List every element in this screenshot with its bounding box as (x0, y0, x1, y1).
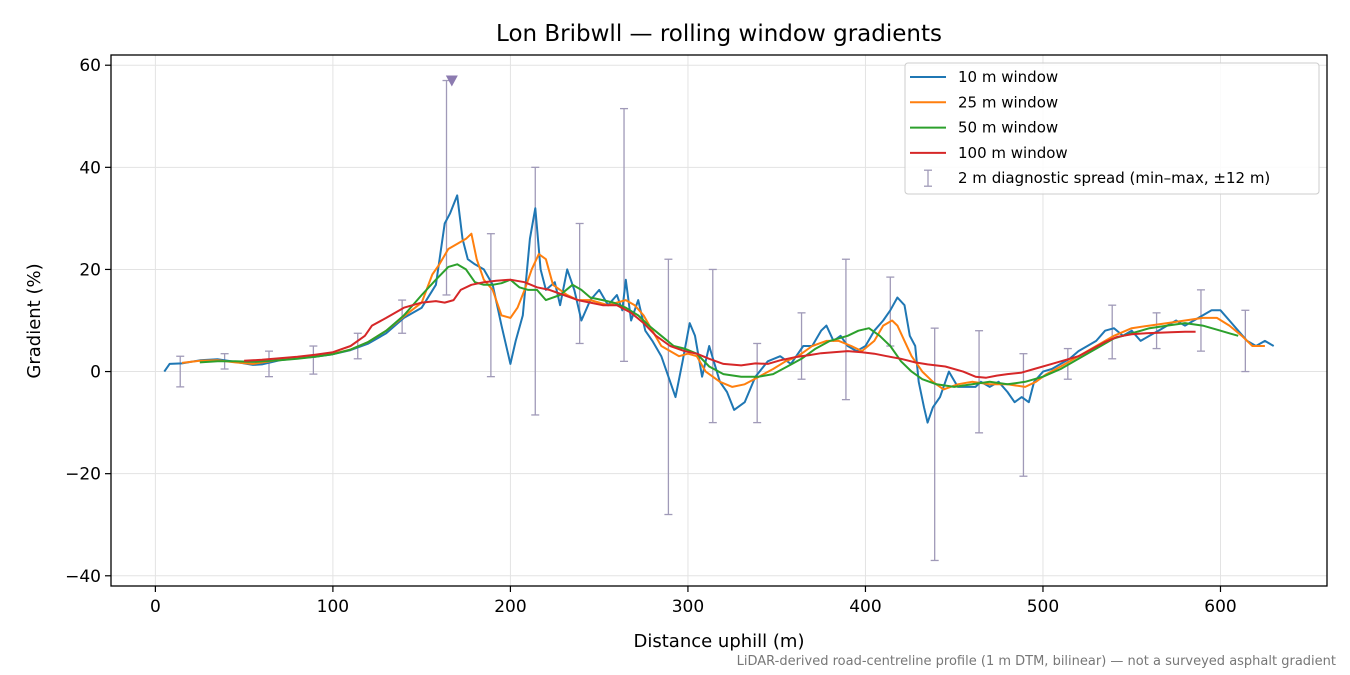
spread-bar (753, 342, 762, 424)
spread-bar (264, 350, 273, 378)
y-tick-label: −40 (65, 567, 101, 587)
legend-label: 10 m window (958, 68, 1058, 86)
x-tick-label: 200 (494, 597, 526, 617)
spread-bar (1196, 289, 1205, 352)
y-axis-ticks: −40 −20 0 20 40 60 (65, 56, 111, 587)
series-lines (163, 194, 1275, 424)
spread-bar (1241, 309, 1250, 373)
y-axis-label: Gradient (%) (24, 263, 45, 378)
chart-title: Lon Bribwll — rolling window gradients (496, 21, 942, 47)
spread-bar (797, 312, 806, 380)
peak-marker-triangle (445, 75, 458, 87)
x-tick-label: 600 (1204, 597, 1236, 617)
legend-label: 25 m window (958, 93, 1058, 111)
x-axis-label: Distance uphill (m) (634, 631, 805, 652)
series-line-3 (199, 263, 1239, 388)
y-tick-label: 0 (90, 363, 101, 383)
spread-bar (930, 327, 939, 562)
legend-label: 2 m diagnostic spread (min–max, ±12 m) (958, 169, 1270, 187)
x-tick-label: 0 (150, 597, 161, 617)
legend: 10 m window 25 m window 50 m window 100 m w… (904, 62, 1320, 195)
x-tick-label: 300 (672, 597, 704, 617)
x-tick-label: 500 (1027, 597, 1059, 617)
series-line-2 (181, 232, 1265, 391)
y-tick-label: −20 (65, 465, 101, 485)
spread-bar (841, 258, 850, 401)
footnote: LiDAR-derived road-centreline profile (1… (737, 654, 1336, 669)
spread-bar (975, 330, 984, 434)
spread-bar (1108, 304, 1117, 360)
spread-bar (486, 233, 495, 378)
y-tick-label: 40 (79, 158, 101, 178)
spread-bars (176, 79, 1250, 562)
series-line-4 (244, 278, 1196, 379)
spread-bar (575, 222, 584, 345)
spread-bar (176, 355, 185, 388)
y-tick-label: 20 (79, 260, 101, 280)
spread-bar (620, 107, 629, 362)
series-line-1 (163, 194, 1275, 424)
x-axis-ticks: 0 100 200 300 400 500 600 (150, 586, 1237, 617)
y-tick-label: 60 (79, 56, 101, 76)
x-tick-label: 100 (317, 597, 349, 617)
spread-bar (309, 345, 318, 375)
spread-bar (1019, 353, 1028, 477)
legend-box (904, 62, 1320, 195)
peak-marker (445, 75, 458, 87)
legend-swatch (924, 169, 932, 187)
legend-label: 100 m window (958, 144, 1068, 162)
spread-bar (664, 258, 673, 516)
spread-bar (708, 268, 717, 424)
legend-label: 50 m window (958, 119, 1058, 137)
x-tick-label: 400 (849, 597, 881, 617)
plot-frame (110, 54, 1328, 587)
